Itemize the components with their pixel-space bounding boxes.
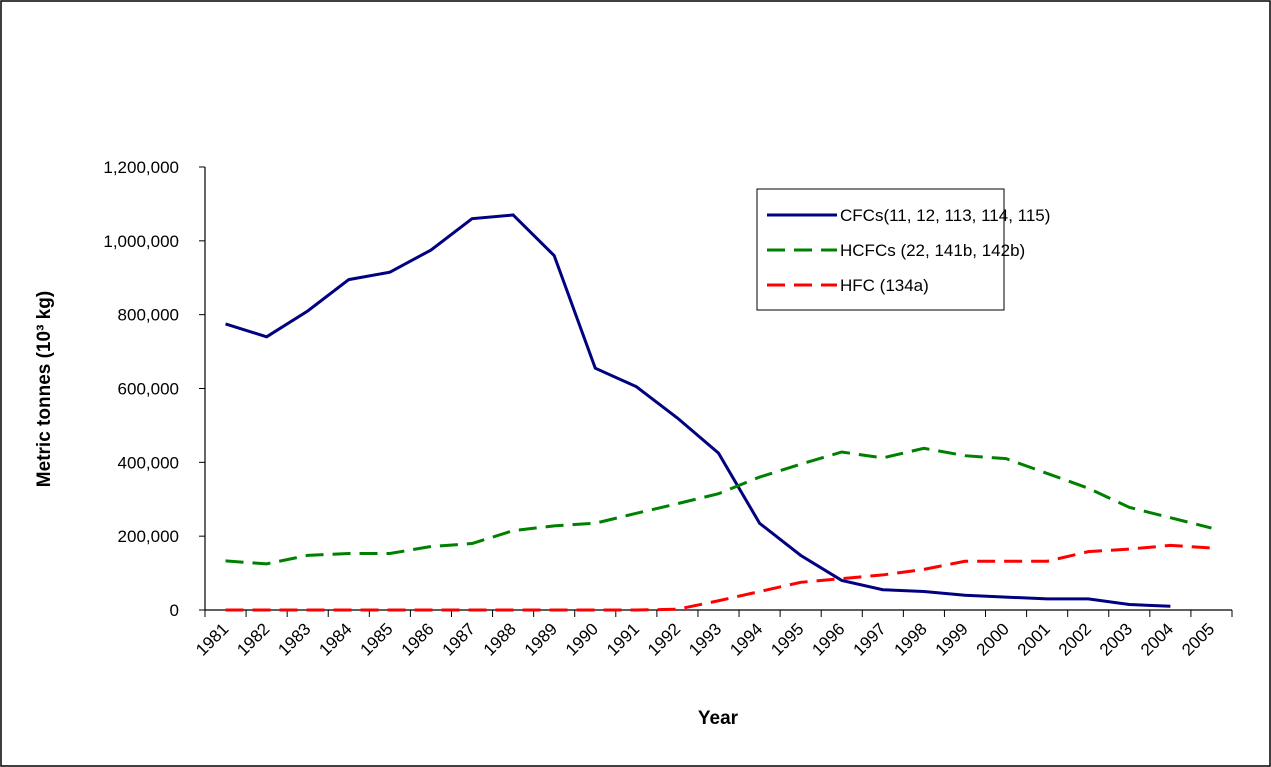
series-line xyxy=(225,446,1212,566)
y-axis-title: Metric tonnes (10³ kg) xyxy=(34,291,55,487)
series-line xyxy=(225,213,1171,608)
y-tick-label: 1,200,000 xyxy=(103,158,179,177)
y-tick-label: 200,000 xyxy=(118,527,179,546)
series-line xyxy=(225,543,1212,612)
legend-label: HFC (134a) xyxy=(840,276,929,295)
legend-label: CFCs(11, 12, 113, 114, 115) xyxy=(840,206,1050,225)
legend-label: HCFCs (22, 141b, 142b) xyxy=(840,241,1025,260)
y-tick-label: 600,000 xyxy=(118,380,179,399)
y-tick-label: 800,000 xyxy=(118,306,179,325)
y-tick-label: 400,000 xyxy=(118,453,179,472)
x-axis-title: Year xyxy=(698,708,739,729)
y-tick-label: 0 xyxy=(170,601,179,620)
y-tick-label: 1,000,000 xyxy=(103,232,179,251)
